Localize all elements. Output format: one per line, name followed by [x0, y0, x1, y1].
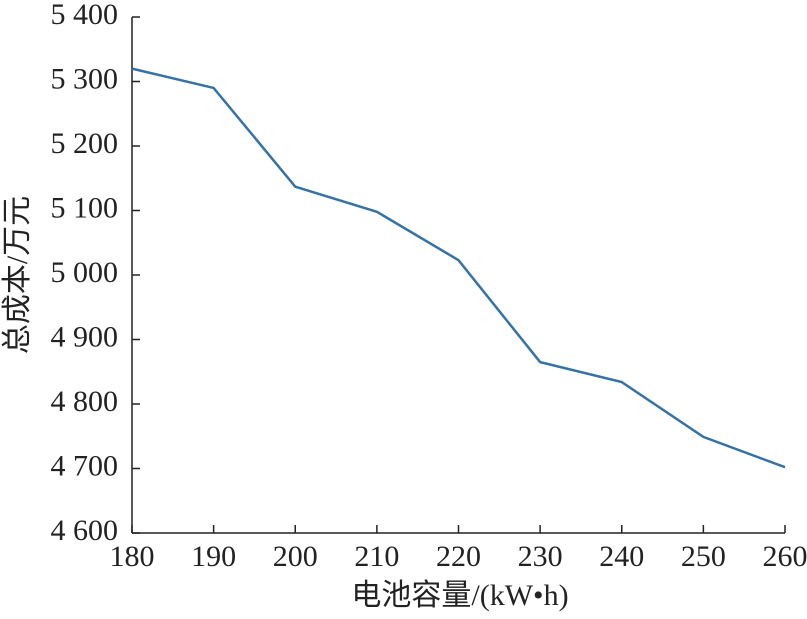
x-axis-title: 电池容量/(kW•h) [351, 579, 568, 612]
y-tick-label: 4 800 [51, 385, 119, 418]
y-axis-title: 总成本/万元 [1, 196, 34, 354]
x-tick-label: 220 [436, 540, 481, 573]
y-tick-label: 4 600 [51, 514, 119, 547]
x-tick-label: 230 [518, 540, 563, 573]
x-tick-label: 240 [599, 540, 644, 573]
y-tick-label: 4 700 [51, 449, 119, 482]
x-tick-label: 250 [681, 540, 726, 573]
x-tick-label: 180 [110, 540, 155, 573]
line [131, 67, 786, 469]
y-tick-label: 5 200 [51, 127, 119, 160]
y-tick-label: 5 300 [51, 62, 119, 95]
y-tick-label: 4 900 [51, 320, 119, 353]
x-tick-label: 190 [191, 540, 236, 573]
y-tick-label: 5 000 [51, 256, 119, 289]
y-tick-label: 5 400 [51, 0, 119, 31]
y-tick-label: 5 100 [51, 191, 119, 224]
x-tick-label: 200 [273, 540, 318, 573]
x-tick-label: 260 [763, 540, 807, 573]
x-tick-label: 210 [354, 540, 399, 573]
